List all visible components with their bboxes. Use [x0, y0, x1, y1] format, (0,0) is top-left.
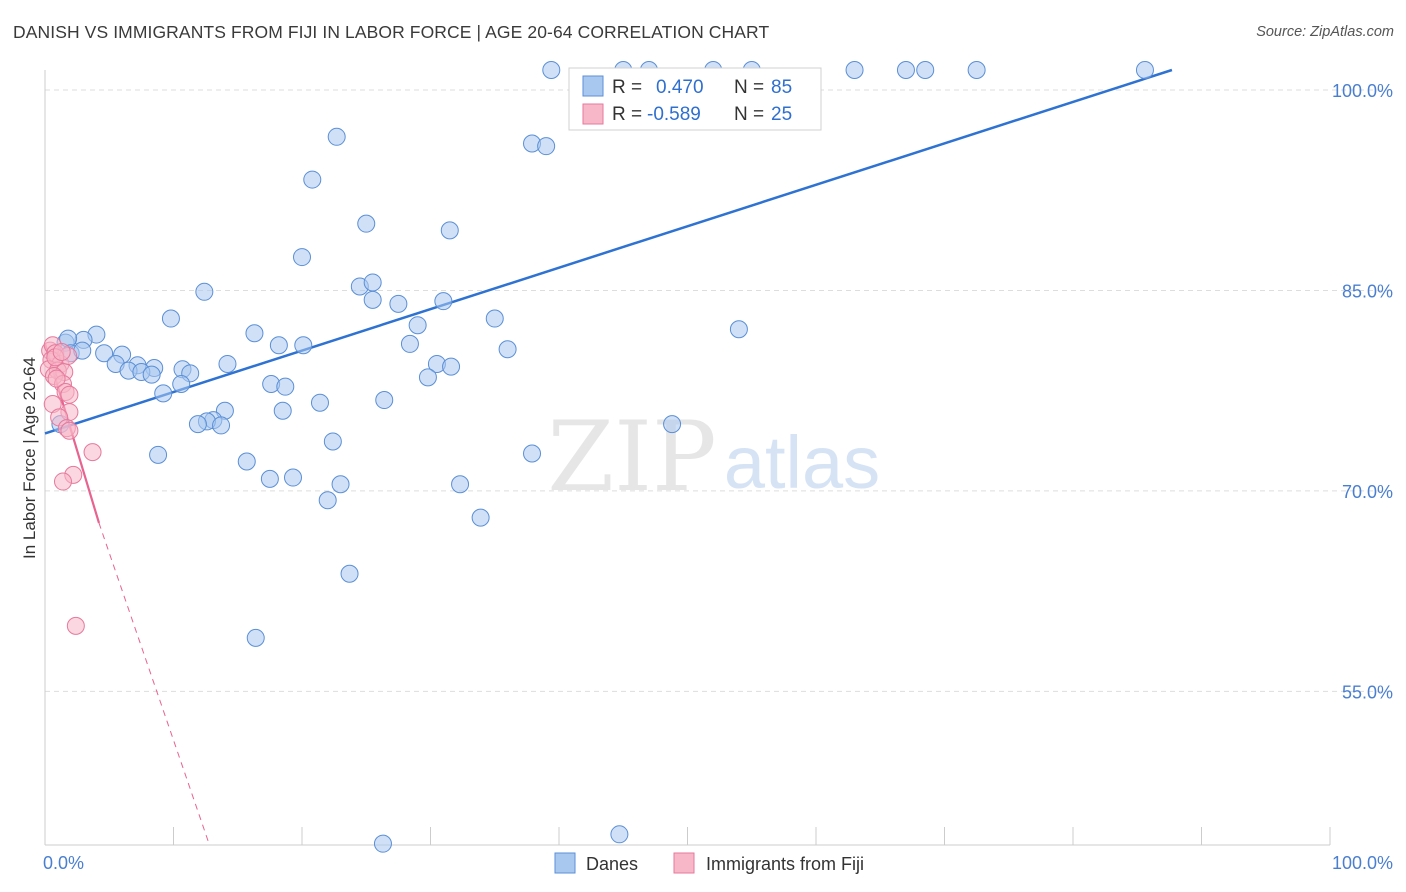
danes-point-76: [340, 564, 359, 583]
danes-point-65: [663, 415, 682, 434]
danes-point-34: [269, 336, 288, 355]
danes-point-7: [896, 61, 915, 79]
danes-point-23: [434, 292, 453, 311]
y-tick-label-3: 100.0%: [1332, 81, 1393, 101]
danes-point-45: [442, 357, 461, 376]
danes-point-79: [373, 834, 392, 853]
danes-point-78: [610, 825, 629, 844]
danes-point-10: [1135, 61, 1154, 79]
danes-point-37: [95, 344, 114, 363]
danes-point-72: [331, 475, 350, 494]
fiji-point-22: [66, 616, 85, 635]
danes-point-16: [440, 221, 459, 240]
danes-point-28: [245, 324, 264, 343]
danes-point-59: [273, 401, 292, 420]
danes-point-57: [375, 391, 394, 410]
danes-point-26: [408, 316, 427, 335]
watermark-zip: ZIP: [547, 401, 716, 513]
danes-point-77: [246, 628, 265, 647]
danes-point-33: [400, 334, 419, 353]
danes-point-9: [967, 61, 986, 79]
watermark: ZIP atlas: [547, 401, 880, 513]
danes-point-67: [149, 445, 168, 464]
danes-point-15: [357, 214, 376, 233]
danes-point-51: [142, 365, 161, 384]
y-tick-label-1: 70.0%: [1342, 482, 1393, 502]
danes-point-56: [154, 384, 173, 403]
danes-point-20: [195, 282, 214, 301]
danes-point-13: [537, 137, 556, 156]
trend-line-fiji-extension: [98, 522, 210, 846]
y-tick-labels: 55.0% 70.0% 85.0% 100.0%: [1332, 81, 1393, 702]
danes-point-69: [237, 452, 256, 471]
danes-point-73: [451, 475, 470, 494]
danes-point-64: [212, 416, 231, 435]
legend-swatch-fiji: [582, 103, 604, 125]
bottom-legend-label-fiji: Immigrants from Fiji: [706, 854, 864, 874]
danes-point-63: [188, 415, 207, 434]
legend-swatch-danes: [582, 75, 604, 97]
fiji-point-11: [47, 369, 66, 388]
danes-point-14: [303, 170, 322, 189]
bottom-legend-swatch-danes: [554, 852, 576, 874]
danes-point-74: [318, 491, 337, 510]
legend-n-label-fiji: N =: [734, 104, 764, 125]
danes-point-66: [323, 432, 342, 451]
stats-legend: R = 0.470 N = 85 R = -0.589 N = 25: [568, 67, 822, 131]
fiji-point-13: [60, 385, 79, 404]
danes-point-6: [845, 61, 864, 79]
danes-point-22: [389, 294, 408, 313]
danes-point-53: [172, 375, 191, 394]
fiji-points: [39, 336, 102, 635]
y-axis-label: In Labor Force | Age 20-64: [20, 357, 39, 559]
bottom-legend-label-danes: Danes: [586, 854, 638, 874]
y-tick-label-0: 55.0%: [1342, 682, 1393, 702]
danes-point-43: [218, 354, 237, 373]
legend-r-label-danes: R =: [612, 77, 642, 98]
x-tick-label-max: 100.0%: [1332, 853, 1393, 873]
danes-point-19: [363, 273, 382, 292]
y-tick-label-2: 85.0%: [1342, 281, 1393, 301]
danes-point-36: [498, 340, 517, 359]
bottom-legend-swatch-fiji: [673, 852, 695, 874]
danes-point-68: [523, 444, 542, 463]
danes-point-25: [485, 309, 504, 328]
danes-point-55: [276, 377, 295, 396]
danes-point-21: [363, 290, 382, 309]
legend-n-value-fiji: 25: [771, 104, 792, 125]
legend-n-label-danes: N =: [734, 77, 764, 98]
danes-point-58: [310, 393, 329, 412]
legend-r-value-fiji: -0.589: [647, 104, 701, 125]
danes-point-8: [916, 61, 935, 79]
danes-point-75: [471, 508, 490, 527]
danes-point-24: [161, 309, 180, 328]
legend-r-value-danes: 0.470: [656, 77, 704, 98]
danes-point-35: [294, 336, 313, 355]
fiji-point-21: [53, 472, 72, 491]
legend-r-label-fiji: R =: [612, 104, 642, 125]
grid-lines: [45, 89, 1390, 692]
danes-point-52: [418, 368, 437, 387]
legend-n-value-danes: 85: [771, 77, 792, 98]
chart-title: DANISH VS IMMIGRANTS FROM FIJI IN LABOR …: [13, 22, 770, 42]
series-legend: Danes Immigrants from Fiji: [554, 852, 864, 874]
fiji-point-18: [60, 421, 79, 440]
fiji-point-19: [83, 443, 102, 462]
danes-point-17: [293, 248, 311, 267]
trend-line-danes: [44, 68, 1173, 435]
danes-point-0: [542, 61, 561, 79]
danes-point-11: [327, 127, 346, 146]
source-note: Source: ZipAtlas.com: [1256, 24, 1394, 40]
watermark-atlas: atlas: [724, 421, 880, 504]
danes-point-71: [284, 468, 303, 487]
danes-point-70: [260, 469, 279, 488]
fiji-point-24: [52, 342, 71, 361]
stats-legend-box: [568, 67, 822, 131]
danes-point-27: [729, 320, 748, 339]
axes: [44, 70, 1331, 846]
x-tick-label-min: 0.0%: [43, 853, 84, 873]
